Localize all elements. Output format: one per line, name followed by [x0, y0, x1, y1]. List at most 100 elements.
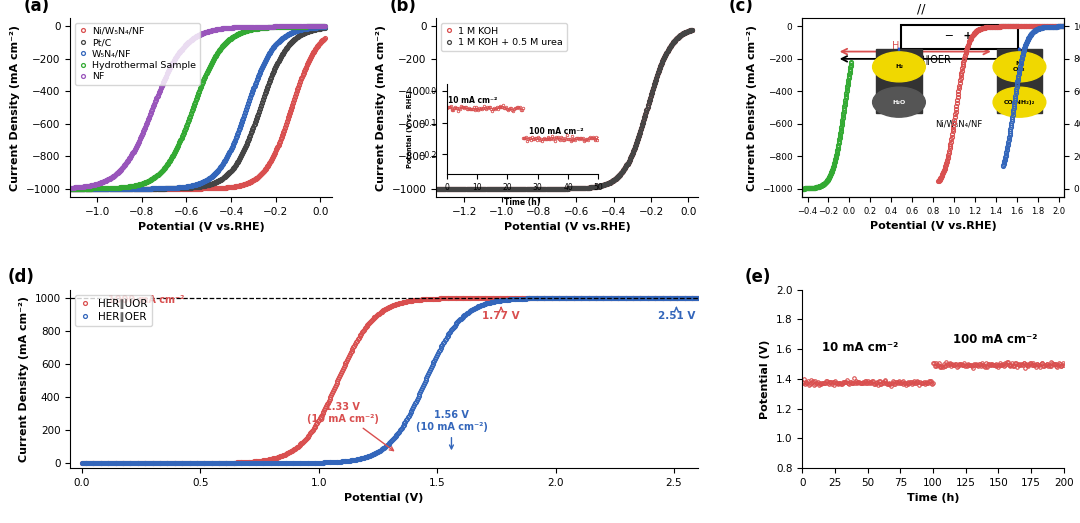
- Text: 1000 mA cm⁻²: 1000 mA cm⁻²: [108, 295, 185, 305]
- HER∥OER: [555, 295, 568, 301]
- Text: 10 mA cm⁻²: 10 mA cm⁻²: [822, 340, 899, 354]
- 1 M KOH + 0.5 M urea: [679, 29, 692, 35]
- W₅N₄/NF: [202, 176, 215, 182]
- HER∥OER: [480, 300, 492, 306]
- Pt/C: [64, 186, 77, 192]
- Hydrothermal Sample: [215, 44, 228, 50]
- Ni/W₅N₄/NF: [185, 186, 198, 192]
- 1 M KOH + 0.5 M urea: [568, 185, 581, 191]
- Legend: 1 M KOH, 1 M KOH + 0.5 M urea: 1 M KOH, 1 M KOH + 0.5 M urea: [441, 23, 567, 51]
- Hydrothermal Sample: [319, 24, 332, 30]
- Pt/C: [186, 184, 199, 190]
- Text: HER∥OER: HER∥OER: [905, 55, 950, 65]
- Y-axis label: Current Density (mA cm⁻²): Current Density (mA cm⁻²): [10, 25, 21, 190]
- 1 M KOH + 0.5 M urea: [582, 185, 595, 191]
- W₅N₄/NF: [215, 162, 228, 168]
- Ni/W₅N₄/NF: [186, 186, 199, 192]
- 1 M KOH: [551, 186, 564, 192]
- X-axis label: Potential (V): Potential (V): [345, 493, 423, 503]
- Legend: HER∥UOR, HER∥OER: HER∥UOR, HER∥OER: [76, 295, 152, 326]
- 1 M KOH + 0.5 M urea: [639, 109, 652, 115]
- Pt/C: [215, 176, 228, 182]
- HER∥UOR: [249, 458, 262, 464]
- HER∥UOR: [555, 295, 568, 301]
- Hydrothermal Sample: [64, 186, 77, 192]
- Hydrothermal Sample: [186, 106, 199, 112]
- Hydrothermal Sample: [185, 110, 198, 116]
- Y-axis label: Current Density (mA cm⁻²): Current Density (mA cm⁻²): [376, 25, 387, 190]
- Pt/C: [312, 26, 325, 32]
- Y-axis label: Current Density (mA cm⁻²): Current Density (mA cm⁻²): [18, 296, 29, 462]
- NF: [64, 185, 77, 191]
- Line: Ni/W₅N₄/NF: Ni/W₅N₄/NF: [68, 36, 327, 190]
- Text: (b): (b): [389, 0, 416, 15]
- Line: NF: NF: [68, 25, 327, 190]
- 1 M KOH: [686, 27, 699, 33]
- W₅N₄/NF: [64, 186, 77, 192]
- HER∥UOR: [76, 460, 89, 467]
- X-axis label: Potential (V vs.RHE): Potential (V vs.RHE): [503, 222, 631, 232]
- Line: Hydrothermal Sample: Hydrothermal Sample: [68, 25, 327, 190]
- W₅N₄/NF: [185, 183, 198, 189]
- Text: (e): (e): [745, 268, 771, 286]
- HER∥OER: [226, 460, 239, 467]
- Text: (c): (c): [729, 0, 754, 15]
- Line: HER∥OER: HER∥OER: [80, 296, 700, 465]
- 1 M KOH: [430, 186, 443, 192]
- Text: 2.51 V: 2.51 V: [658, 308, 696, 321]
- Text: (d): (d): [8, 268, 35, 286]
- W₅N₄/NF: [312, 24, 325, 30]
- 1 M KOH: [568, 185, 581, 191]
- Pt/C: [272, 56, 285, 63]
- Text: 1.77 V: 1.77 V: [483, 308, 519, 321]
- NF: [312, 24, 325, 30]
- Y-axis label: Potential (V): Potential (V): [760, 339, 770, 418]
- Text: HER∥UOR: HER∥UOR: [892, 41, 939, 51]
- 1 M KOH: [553, 186, 566, 192]
- W₅N₄/NF: [319, 24, 332, 30]
- Line: W₅N₄/NF: W₅N₄/NF: [68, 25, 327, 190]
- 1 M KOH: [582, 185, 595, 191]
- HER∥UOR: [480, 295, 492, 301]
- HER∥UOR: [226, 460, 239, 466]
- X-axis label: Potential (V vs.RHE): Potential (V vs.RHE): [137, 222, 265, 232]
- Hydrothermal Sample: [312, 24, 325, 30]
- 1 M KOH: [639, 109, 652, 115]
- NF: [319, 24, 332, 30]
- 1 M KOH: [679, 29, 692, 35]
- HER∥UOR: [631, 295, 644, 301]
- 1 M KOH + 0.5 M urea: [686, 27, 699, 33]
- Text: (a): (a): [23, 0, 50, 15]
- Ni/W₅N₄/NF: [64, 186, 77, 192]
- Line: 1 M KOH + 0.5 M urea: 1 M KOH + 0.5 M urea: [434, 28, 694, 190]
- NF: [215, 26, 228, 32]
- Text: 1.33 V
(10 mA cm⁻²): 1.33 V (10 mA cm⁻²): [307, 402, 393, 451]
- HER∥OER: [691, 295, 704, 301]
- Y-axis label: Current Density (mA cm⁻²): Current Density (mA cm⁻²): [746, 25, 757, 190]
- Ni/W₅N₄/NF: [215, 185, 228, 191]
- HER∥UOR: [270, 454, 283, 461]
- Ni/W₅N₄/NF: [319, 35, 332, 41]
- HER∥OER: [76, 460, 89, 467]
- HER∥OER: [270, 460, 283, 466]
- NF: [185, 37, 198, 43]
- NF: [202, 28, 215, 35]
- Text: //: //: [917, 3, 926, 16]
- Text: 100 mA cm⁻²: 100 mA cm⁻²: [953, 333, 1037, 346]
- X-axis label: Potential (V vs.RHE): Potential (V vs.RHE): [869, 221, 997, 231]
- HER∥OER: [631, 295, 644, 301]
- Pt/C: [185, 185, 198, 191]
- Line: Pt/C: Pt/C: [68, 26, 327, 190]
- Pt/C: [202, 181, 215, 188]
- 1 M KOH + 0.5 M urea: [553, 186, 566, 192]
- 1 M KOH + 0.5 M urea: [551, 186, 564, 192]
- W₅N₄/NF: [272, 38, 285, 44]
- Line: HER∥UOR: HER∥UOR: [80, 296, 700, 465]
- Pt/C: [319, 25, 332, 31]
- Text: 1.56 V
(10 mA cm⁻²): 1.56 V (10 mA cm⁻²): [416, 411, 487, 449]
- Ni/W₅N₄/NF: [312, 41, 325, 48]
- NF: [272, 24, 285, 30]
- Legend: Ni/W₅N₄/NF, Pt/C, W₅N₄/NF, Hydrothermal Sample, NF: Ni/W₅N₄/NF, Pt/C, W₅N₄/NF, Hydrothermal …: [75, 23, 200, 85]
- Ni/W₅N₄/NF: [272, 140, 285, 146]
- Ni/W₅N₄/NF: [202, 185, 215, 191]
